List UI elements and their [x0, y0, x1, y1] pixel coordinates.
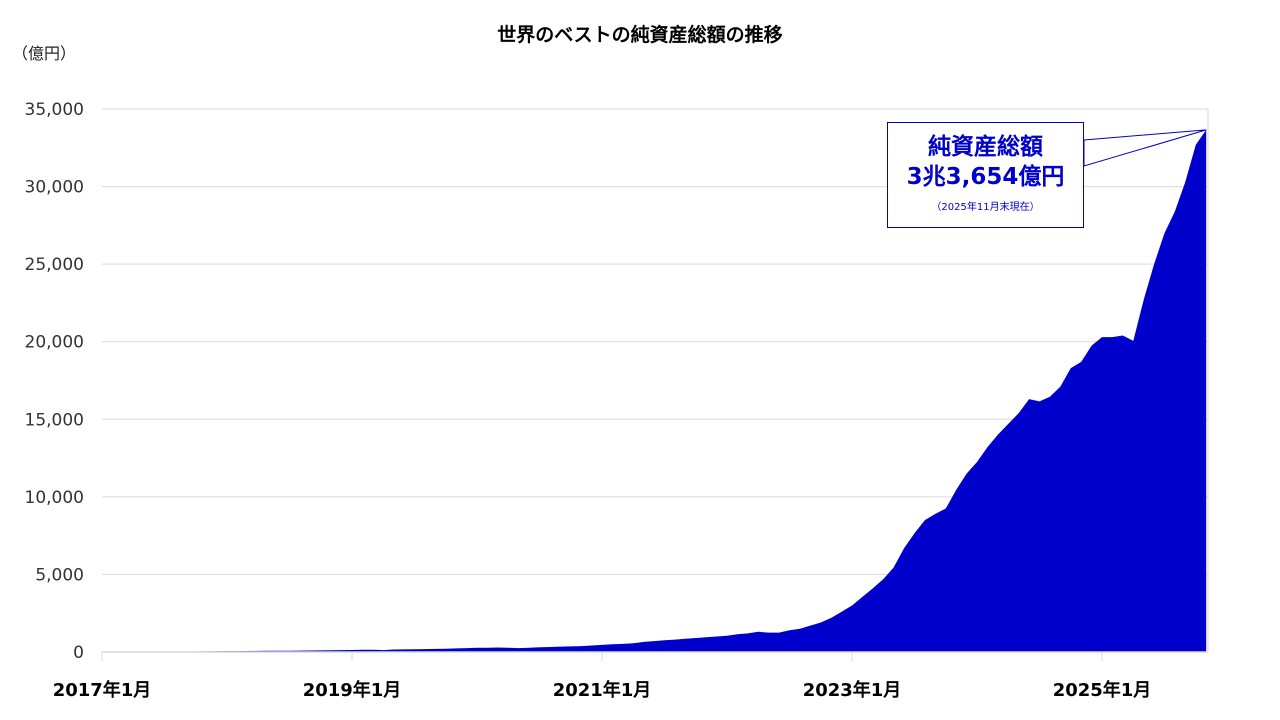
y-tick-label: 30,000 — [25, 178, 84, 198]
y-tick-label: 35,000 — [25, 100, 84, 120]
annotation-leader — [1083, 129, 1207, 167]
annotation-title: 純資産総額 — [928, 134, 1043, 160]
chart-title: 世界のベストの純資産総額の推移 — [497, 24, 783, 46]
annotation-value: 3兆3,654億円 — [906, 164, 1065, 190]
x-tick-label: 2019年1月 — [303, 679, 402, 701]
x-tick-label: 2025年1月 — [1053, 679, 1152, 701]
x-tick-label: 2021年1月 — [553, 679, 652, 701]
y-tick-label: 0 — [73, 643, 84, 663]
y-tick-label: 25,000 — [25, 255, 84, 275]
y-tick-label: 5,000 — [35, 565, 84, 585]
y-tick-label: 10,000 — [25, 488, 84, 508]
x-tick-label: 2023年1月 — [803, 679, 902, 701]
y-tick-label: 15,000 — [25, 410, 84, 430]
annotation-callout: 純資産総額 3兆3,654億円 （2025年11月末現在） — [887, 122, 1084, 228]
annotation-date: （2025年11月末現在） — [931, 202, 1040, 213]
y-tick-label: 20,000 — [25, 333, 84, 353]
area-series — [102, 129, 1207, 652]
x-tick-label: 2017年1月 — [53, 679, 152, 701]
y-axis-unit-label: （億円） — [12, 44, 77, 63]
